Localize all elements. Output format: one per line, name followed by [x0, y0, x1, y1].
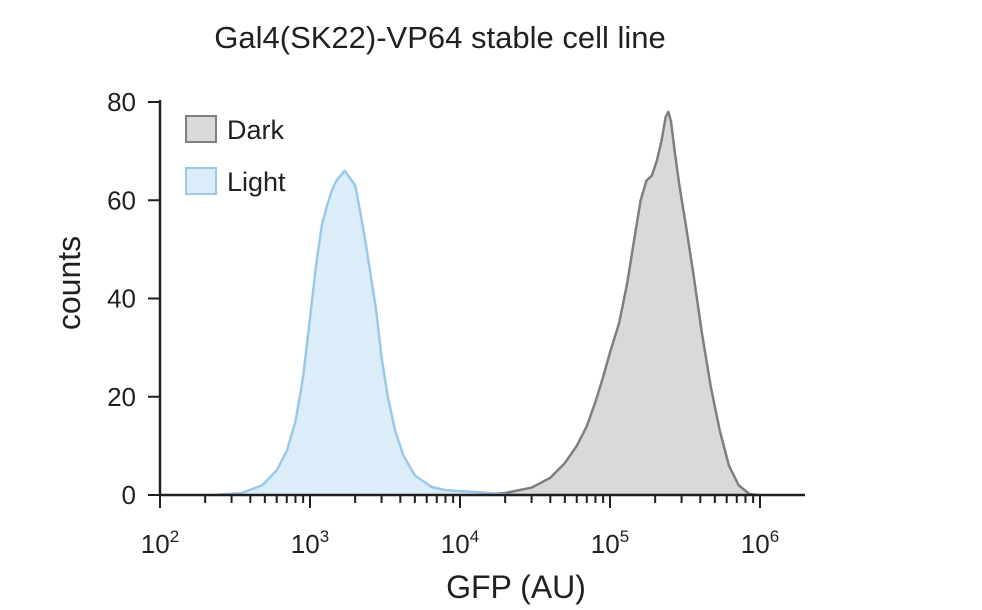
- x-ticks: 102 103 104 105 106: [141, 495, 779, 559]
- series-light-line: [214, 169, 512, 497]
- chart-title: Gal4(SK22)-VP64 stable cell line: [214, 20, 665, 55]
- legend: Dark Light: [185, 115, 286, 197]
- y-axis-label: counts: [51, 236, 87, 330]
- x-tick-label: 103: [291, 527, 329, 559]
- series-light-area: [214, 170, 512, 496]
- y-tick-label: 80: [107, 87, 136, 117]
- plot-area: [214, 110, 757, 497]
- x-axis-label: GFP (AU): [446, 569, 586, 605]
- legend-label-light: Light: [227, 167, 286, 197]
- y-tick-label: 60: [107, 185, 136, 215]
- x-tick-label: 106: [741, 527, 779, 559]
- y-tick-label: 40: [107, 284, 136, 314]
- y-tick-label: 0: [122, 480, 136, 510]
- legend-swatch-light: [185, 167, 217, 195]
- y-ticks: 0 20 40 60 80: [107, 87, 160, 510]
- series-dark-line: [471, 110, 757, 497]
- series-layer: [214, 110, 757, 497]
- x-tick-label: 102: [141, 527, 179, 559]
- x-tick-label: 104: [441, 527, 479, 559]
- legend-swatch-dark: [185, 115, 217, 143]
- legend-label-dark: Dark: [227, 115, 285, 145]
- x-tick-label: 105: [591, 527, 629, 559]
- y-tick-label: 20: [107, 382, 136, 412]
- series-dark-area: [471, 111, 757, 496]
